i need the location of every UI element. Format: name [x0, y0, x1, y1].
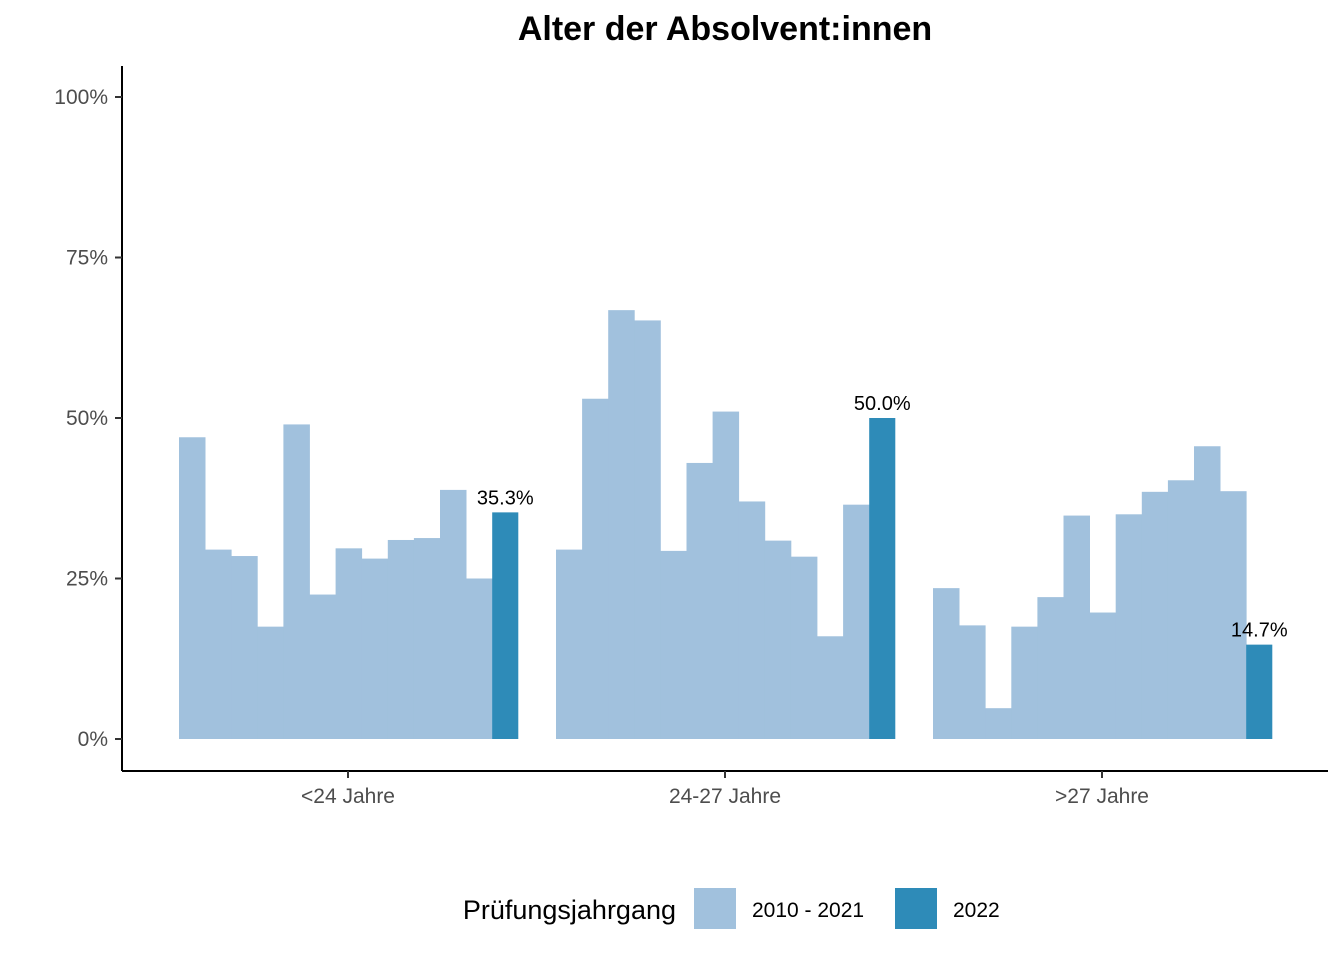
bar-1-2013 — [257, 626, 284, 739]
bar-1-2016 — [335, 548, 363, 739]
x-tick-label-0: <24 Jahre — [301, 785, 395, 808]
bar-3-2018 — [1141, 491, 1169, 739]
bar-2-2015 — [686, 462, 713, 739]
bar-1-2012 — [231, 556, 258, 739]
bar-3-2010 — [933, 588, 960, 739]
bar-1-2020 — [440, 489, 467, 739]
bar-2-2010 — [556, 549, 583, 739]
bar-3-2021 — [1220, 491, 1247, 739]
bar-1-2022 — [492, 512, 519, 739]
bar-1-2011 — [205, 549, 232, 739]
bar-3-2012 — [985, 708, 1012, 739]
legend-key-0 — [694, 888, 736, 929]
legend-title: Prüfungsjahrgang — [463, 895, 676, 925]
bar-1-2015 — [309, 594, 336, 739]
data-labels-layer: 35.3% 50.0% 14.7% — [477, 393, 1288, 642]
bar-2-2018 — [764, 540, 792, 739]
bar-2-2011 — [582, 398, 609, 739]
bar-2-2020 — [817, 636, 844, 739]
bar-3-2022 — [1246, 644, 1273, 739]
legend-label-0: 2010 - 2021 — [752, 899, 864, 922]
y-tick-label-2: 50% — [66, 407, 108, 430]
bar-2-2019 — [790, 556, 818, 739]
bar-2-2016 — [712, 411, 740, 739]
x-axis: <24 Jahre 24-27 Jahre >27 Jahre — [122, 770, 1328, 808]
y-axis: 0% 25% 50% 75% 100% — [54, 66, 123, 771]
bar-3-2020 — [1194, 446, 1221, 739]
x-tick-label-1: 24-27 Jahre — [669, 785, 781, 808]
bar-3-2016 — [1089, 612, 1117, 739]
bar-3-2014 — [1037, 597, 1064, 739]
bar-2-2013 — [634, 320, 661, 739]
bar-2-2017 — [738, 501, 766, 739]
data-label-3: 14.7% — [1231, 620, 1288, 642]
bar-2-2022 — [869, 418, 896, 739]
legend-label-1: 2022 — [953, 899, 1000, 922]
bar-1-2014 — [283, 424, 310, 739]
bar-3-2015 — [1063, 515, 1090, 739]
legend-key-1 — [895, 888, 937, 929]
bar-2-2021 — [843, 504, 870, 739]
bar-1-2018 — [387, 539, 415, 739]
bar-2-2012 — [608, 310, 635, 739]
bars-layer — [179, 310, 1273, 739]
y-tick-label-1: 25% — [66, 568, 108, 591]
bar-1-2021 — [466, 578, 493, 739]
data-label-1: 35.3% — [477, 487, 534, 509]
bar-1-2019 — [413, 538, 441, 739]
legend: Prüfungsjahrgang 2010 - 2021 2022 — [463, 888, 1000, 929]
bar-1-2010 — [179, 437, 206, 739]
data-label-2: 50.0% — [854, 393, 911, 415]
bar-2-2014 — [660, 550, 687, 739]
y-tick-label-0: 0% — [78, 728, 108, 751]
bar-3-2017 — [1115, 514, 1143, 739]
x-tick-label-2: >27 Jahre — [1055, 785, 1149, 808]
bar-3-2013 — [1011, 626, 1038, 739]
y-tick-label-3: 75% — [66, 247, 108, 270]
bar-3-2019 — [1167, 480, 1195, 739]
bar-3-2011 — [959, 625, 986, 739]
bar-1-2017 — [361, 558, 389, 739]
y-tick-label-4: 100% — [54, 86, 108, 109]
chart-title: Alter der Absolvent:innen — [518, 10, 932, 48]
